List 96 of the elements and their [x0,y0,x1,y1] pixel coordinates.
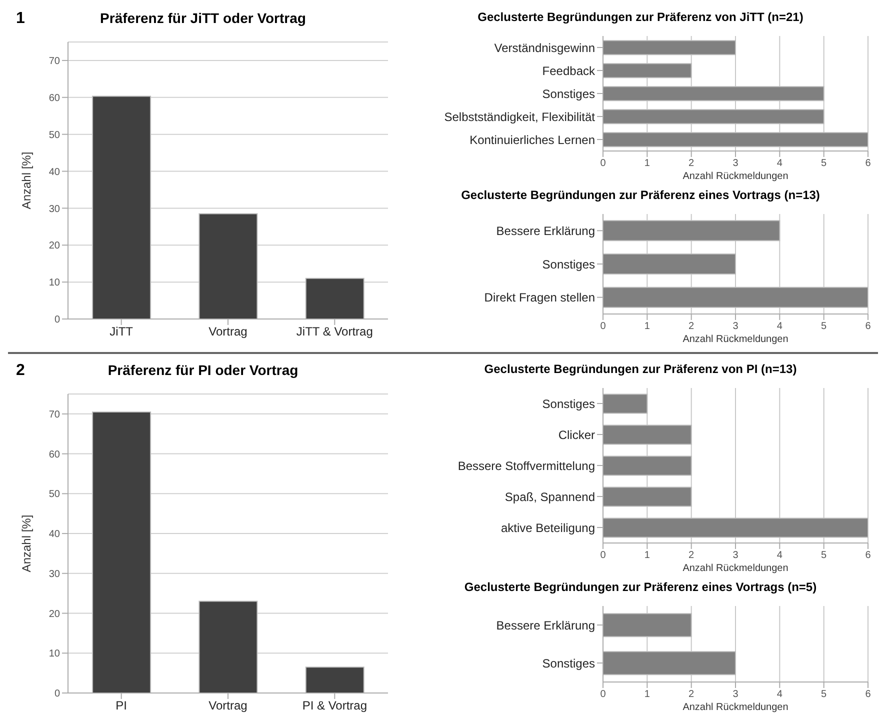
bar [603,518,868,538]
x-tick-label: 1 [644,158,650,170]
bar [603,86,824,102]
bar [603,254,736,274]
y-tick-label: Sonstiges [542,86,595,101]
bar [603,132,868,148]
bar [603,220,780,242]
bar [603,63,692,78]
y-tick-label: Selbstständigkeit, Flexibilität [444,110,596,124]
x-tick-label: 0 [600,321,606,332]
y-axis-title: Anzahl [%] [19,152,34,210]
y-tick-label: 20 [48,240,60,252]
bar [198,213,258,319]
x-tick-label: 2 [688,689,695,700]
bar [603,424,692,445]
y-tick-label: Kontinuierliches Lernen [470,132,595,147]
chart-title: Geclusterte Begründungen zur Präferenz eines Vortrags (n=13) [460,188,821,202]
chart-title: Präferenz für PI oder Vortrag [108,362,298,378]
y-tick-label: Sonstiges [542,396,595,411]
x-tick-label: 4 [776,321,783,332]
x-tick-label: 5 [821,321,828,332]
x-tick-label: 6 [865,158,872,170]
y-tick-label: 60 [48,92,60,104]
x-tick-label: PI [116,698,128,713]
bar [305,278,364,319]
y-axis-title: Anzahl [%] [19,514,34,572]
y-tick-label: 60 [48,449,60,460]
x-axis-title: Anzahl Rückmeldungen [682,334,788,345]
x-tick-label: Vortrag [208,324,248,339]
y-tick-label: 40 [48,166,60,178]
y-tick-label: 10 [48,648,60,660]
y-tick-label: Direkt Fragen stellen [484,290,595,305]
x-axis-title: Anzahl Rückmeldungen [682,702,788,713]
bar [603,109,824,124]
y-tick-label: 50 [48,130,60,141]
y-tick-label: Spaß, Spannend [504,490,595,504]
chart-title: Präferenz für JiTT oder Vortrag [100,10,306,26]
chart-title: Geclusterte Begründungen zur Präferenz von JiTT (n=21) [476,10,804,24]
x-tick-label: JiTT [110,324,134,339]
bar [92,96,152,319]
x-tick-label: 3 [732,550,739,562]
x-tick-label: 1 [644,689,650,700]
x-tick-label: 6 [865,689,872,700]
y-tick-label: Verständnisgewinn [494,40,595,55]
x-tick-label: 0 [600,689,606,700]
y-tick-label: 10 [48,278,60,289]
y-tick-label: 40 [48,529,60,540]
x-tick-label: 5 [821,550,828,562]
x-tick-label: 5 [821,158,828,170]
x-tick-label: 2 [688,550,695,562]
y-tick-label: 20 [48,608,60,620]
y-tick-label: Bessere Erklärung [496,618,595,632]
y-tick-label: 30 [48,204,60,215]
y-tick-label: 30 [48,568,60,580]
y-tick-label: 70 [48,56,60,68]
bar [603,456,692,476]
x-tick-label: 5 [821,689,828,700]
x-tick-label: 4 [776,158,783,170]
text: 1 [16,10,25,28]
y-tick-label: Clicker [558,428,595,442]
y-tick-label: Sonstiges [542,257,595,272]
x-tick-label: 2 [688,321,695,332]
x-tick-label: 1 [644,321,650,332]
x-tick-label: Vortrag [208,698,248,713]
text: 2 [16,362,25,380]
x-axis-title: Anzahl Rückmeldungen [682,563,788,574]
x-tick-label: 4 [776,689,783,700]
x-tick-label: 6 [865,321,872,332]
bar [603,286,868,308]
y-tick-label: aktive Beteiligung [500,520,595,535]
chart-title: Geclusterte Begründungen zur Präferenz eines Vortrags (n=5) [463,580,818,594]
x-tick-label: 3 [732,321,739,332]
y-tick-label: Sonstiges [542,656,595,670]
x-tick-label: 6 [865,550,872,562]
y-tick-label: 70 [48,409,60,420]
bar [603,486,692,507]
y-tick-label: Feedback [542,64,596,78]
x-tick-label: 1 [644,550,650,562]
x-tick-label: PI & Vortrag [302,698,368,713]
chart-title: Geclusterte Begründungen zur Präferenz von PI (n=13) [483,362,798,376]
bar [198,600,258,693]
y-tick-label: 50 [48,489,60,500]
x-tick-label: 3 [732,689,739,700]
x-tick-label: 0 [600,158,606,170]
x-tick-label: 0 [600,550,606,562]
x-tick-label: 2 [688,158,695,170]
x-tick-label: JiTT & Vortrag [296,324,373,339]
x-axis-title: Anzahl Rückmeldungen [682,171,788,182]
bar [92,411,152,693]
y-tick-label: Bessere Erklärung [496,224,595,238]
bar [305,666,364,693]
x-tick-label: 3 [732,158,739,170]
x-tick-label: 4 [776,550,783,562]
y-tick-label: Bessere Stoffvermittelung [458,458,595,473]
bar [603,394,648,414]
bar [603,40,736,56]
